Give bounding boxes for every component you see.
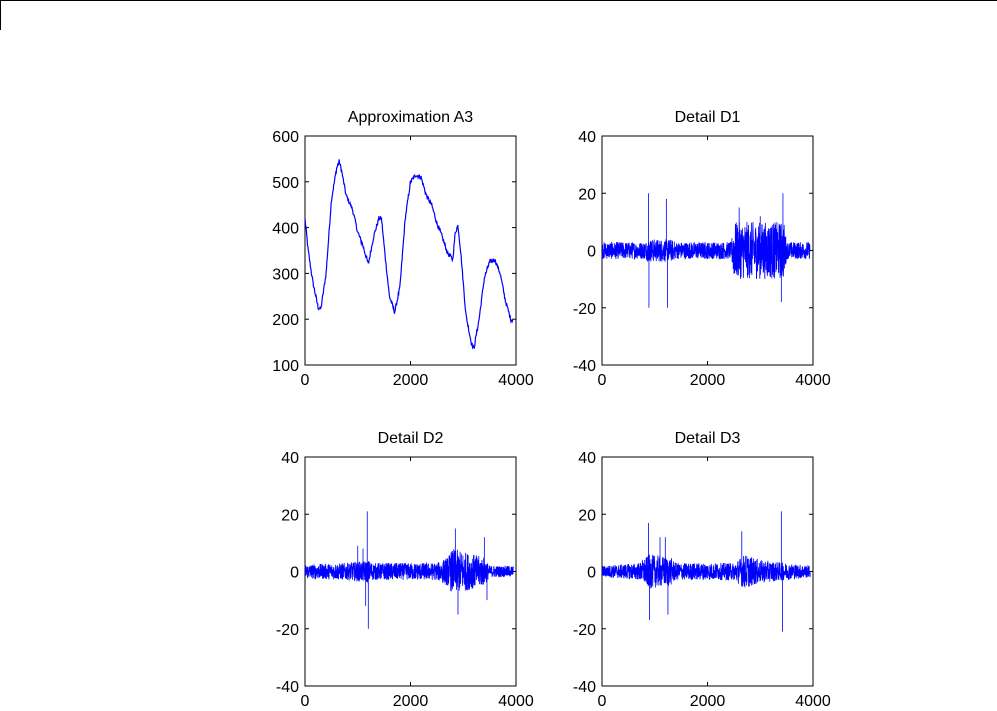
x-tick-label: 0 — [301, 693, 310, 710]
y-tick-label: 40 — [281, 450, 299, 467]
plot-title: Detail D3 — [675, 430, 741, 447]
x-tick-label: 2000 — [393, 372, 429, 389]
subplot-4: Detail D3 0 2000 4000 -40 -20 0 20 40 — [573, 430, 831, 710]
y-tick-label: 300 — [272, 266, 299, 283]
y-tick-label: 100 — [272, 358, 299, 375]
x-tick-label: 4000 — [795, 372, 831, 389]
y-tick-label: -20 — [573, 301, 596, 318]
y-tick-label: 500 — [272, 175, 299, 192]
series-line — [305, 159, 514, 350]
y-tick-label: 20 — [578, 186, 596, 203]
y-tick-label: 20 — [281, 507, 299, 524]
x-tick-label: 4000 — [498, 693, 534, 710]
x-tick-label: 0 — [301, 372, 310, 389]
page-top-rule — [0, 0, 997, 1]
x-tick-label: 4000 — [498, 372, 534, 389]
x-tick-label: 4000 — [795, 693, 831, 710]
y-tick-label: 400 — [272, 221, 299, 238]
y-tick-label: -20 — [276, 622, 299, 639]
y-tick-label: 0 — [587, 565, 596, 582]
x-tick-label: 2000 — [393, 693, 429, 710]
y-tick-label: -40 — [573, 679, 596, 696]
subplot-3: Detail D2 0 2000 4000 -40 -20 0 20 40 — [276, 430, 534, 710]
series-line — [305, 511, 514, 629]
plot-title: Detail D1 — [675, 109, 741, 126]
y-tick-label: -20 — [573, 622, 596, 639]
y-tick-label: 0 — [290, 565, 299, 582]
series-line — [602, 193, 811, 308]
subplot-2: Detail D1 0 2000 4000 -40 -20 0 20 40 — [573, 109, 831, 389]
series-line — [602, 511, 811, 632]
y-tick-label: 200 — [272, 312, 299, 329]
y-tick-label: -40 — [276, 679, 299, 696]
subplot-1: Approximation A3 0 2000 4000 100 200 300 400 500… — [272, 109, 534, 389]
y-tick-label: 40 — [578, 450, 596, 467]
plot-title: Approximation A3 — [348, 109, 474, 126]
y-tick-label: 40 — [578, 129, 596, 146]
x-tick-label: 2000 — [690, 372, 726, 389]
x-tick-label: 2000 — [690, 693, 726, 710]
x-tick-label: 0 — [598, 693, 607, 710]
y-tick-label: 0 — [587, 244, 596, 261]
x-tick-label: 0 — [598, 372, 607, 389]
y-tick-label: -40 — [573, 358, 596, 375]
page-corner-mark — [0, 0, 1, 30]
axes-frame — [304, 135, 517, 366]
y-tick-label: 20 — [578, 507, 596, 524]
plot-title: Detail D2 — [378, 430, 444, 447]
y-tick-label: 600 — [272, 129, 299, 146]
